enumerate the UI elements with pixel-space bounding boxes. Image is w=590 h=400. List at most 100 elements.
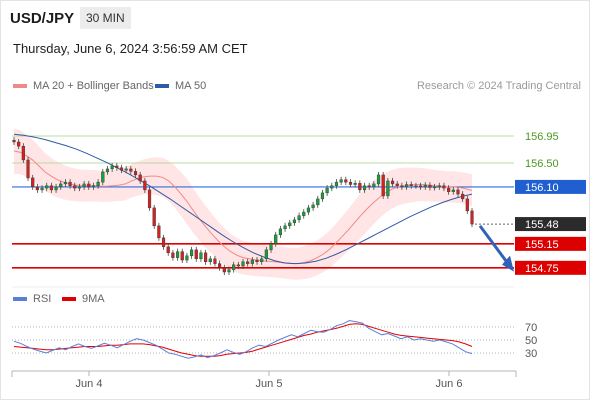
candle-body xyxy=(269,243,273,251)
candle-body xyxy=(236,264,240,267)
legend-9ma: 9MA xyxy=(62,293,105,305)
candle-body xyxy=(175,251,180,258)
candle-body xyxy=(54,186,58,191)
candle-body xyxy=(404,184,409,188)
candle-body xyxy=(437,185,441,188)
candle-body xyxy=(31,177,35,188)
ma20-swatch xyxy=(13,84,27,89)
candle-body xyxy=(115,165,119,168)
rsi-swatch xyxy=(13,297,27,302)
candle-body xyxy=(73,185,77,189)
legend-ma20: MA 20 + Bollinger Bands xyxy=(13,80,154,92)
candle-body xyxy=(447,187,451,192)
candle-body xyxy=(250,259,254,264)
candle-body xyxy=(414,185,418,187)
candle-body xyxy=(119,167,124,171)
candle-body xyxy=(21,145,25,161)
candle-body xyxy=(222,267,226,273)
candle-body xyxy=(325,187,329,194)
candle-body xyxy=(334,181,339,186)
candle-body xyxy=(204,252,208,263)
legend-rsi: RSI xyxy=(13,293,51,305)
x-tick-label: Jun 4 xyxy=(76,378,103,390)
level-label-support-2: 154.75 xyxy=(525,263,559,275)
level-label-resistance-1: 156.50 xyxy=(525,158,559,170)
candle-body xyxy=(171,252,175,258)
candle-body xyxy=(101,171,105,183)
candle-body xyxy=(264,249,268,260)
candle-body xyxy=(166,246,170,254)
rsi-tick-label: 50 xyxy=(525,335,537,347)
candle-body xyxy=(59,183,63,188)
candle-body xyxy=(26,159,30,179)
candle-body xyxy=(143,180,147,191)
candle-body xyxy=(297,215,301,221)
level-tag-last-price xyxy=(515,217,586,232)
candle-body xyxy=(49,185,53,191)
candle-body xyxy=(376,174,381,185)
candle-body xyxy=(353,183,357,185)
candle-body xyxy=(12,139,16,143)
candle-body xyxy=(105,168,110,173)
candle-body xyxy=(390,180,395,185)
candle-body xyxy=(433,186,437,189)
candle-body xyxy=(180,251,184,261)
candle-body xyxy=(157,225,161,239)
ma50-swatch xyxy=(155,84,169,89)
level-label-last-price: 155.48 xyxy=(525,219,559,231)
candle-body xyxy=(423,184,427,188)
candle-body xyxy=(246,261,250,264)
candle-body xyxy=(35,186,39,191)
candle-body xyxy=(96,181,100,186)
candle-body xyxy=(199,252,203,260)
rsi-tick-label: 30 xyxy=(525,348,537,360)
candle-body xyxy=(470,210,474,225)
candle-body xyxy=(63,181,67,185)
candle-body xyxy=(17,141,21,147)
candle-body xyxy=(91,185,96,188)
rsi-line xyxy=(13,319,473,359)
candle-body xyxy=(428,184,432,188)
candle-body xyxy=(362,185,367,191)
candle-body xyxy=(185,255,189,261)
candle-body xyxy=(465,198,469,212)
credit-text: Research © 2024 Trading Central xyxy=(416,80,581,92)
candle-body xyxy=(306,207,311,213)
candle-body xyxy=(260,258,264,263)
candle-body xyxy=(87,183,91,188)
candle-body xyxy=(358,183,362,191)
rsi-tick-label: 70 xyxy=(525,322,537,334)
candle-body xyxy=(133,171,138,176)
level-label-support-1: 155.15 xyxy=(525,239,559,251)
candle-body xyxy=(152,207,156,227)
candle-body xyxy=(190,249,194,257)
candle-body xyxy=(292,219,296,224)
candle-body xyxy=(456,189,460,195)
candle-body xyxy=(40,187,44,191)
candle-body xyxy=(381,174,385,197)
candle-body xyxy=(302,211,306,216)
candle-body xyxy=(311,204,315,209)
legend-ma50: MA 50 xyxy=(155,80,206,92)
candle-body xyxy=(278,228,282,236)
candle-body xyxy=(82,183,86,188)
ma9-swatch xyxy=(62,297,76,302)
candle-body xyxy=(442,185,446,189)
ma20-line xyxy=(13,150,473,265)
candle-body xyxy=(451,189,455,192)
timeframe-button[interactable]: 30 MIN xyxy=(80,7,131,29)
x-tick-label: Jun 6 xyxy=(436,378,463,390)
candle-body xyxy=(147,189,152,209)
candle-body xyxy=(316,198,320,206)
candle-body xyxy=(344,179,348,183)
candle-body xyxy=(288,222,292,227)
candle-body xyxy=(348,181,353,185)
candle-body xyxy=(45,185,49,189)
candle-body xyxy=(161,237,166,248)
candle-body xyxy=(208,258,212,263)
level-label-pivot: 156.10 xyxy=(525,182,559,194)
candle-body xyxy=(213,258,217,264)
candle-body xyxy=(409,184,413,186)
candle-body xyxy=(320,192,325,200)
